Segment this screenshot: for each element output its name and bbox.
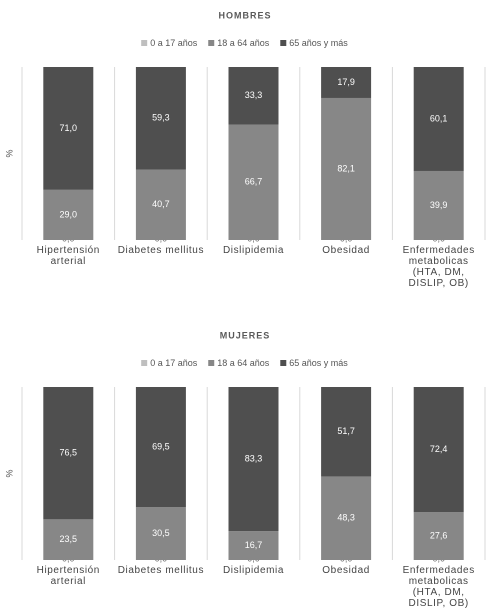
value-label: 33,3 [245,90,263,100]
chart-title: MUJERES [220,330,271,340]
bar-segment [413,387,464,513]
bar-segment [228,531,279,560]
value-label: 27,6 [430,531,448,541]
x-tick-label: Diabetes mellitus [117,245,205,256]
value-label: 29,0 [60,209,78,219]
bar-segment [135,387,186,508]
bar-segment [413,512,464,560]
legend-swatch [280,40,287,46]
x-tick-label: Obesidad [322,565,370,576]
bar-segment [135,67,186,170]
bar-segment [43,67,94,190]
legend-label: 65 años y más [289,358,348,368]
value-label: 51,7 [337,426,355,436]
bar-segment [413,170,464,240]
legend-swatch [208,40,215,46]
bar-segment [43,189,94,240]
legend-label: 0 a 17 años [150,358,198,368]
value-label: 16,7 [245,540,263,550]
value-label: 71,0 [60,123,78,133]
x-tick-label: Obesidad [322,245,370,256]
x-tick-label: Hipertensión arterial [36,565,100,587]
value-label: 59,3 [152,113,170,123]
bar-segment [413,67,464,171]
x-tick-label: Dislipidemia [222,565,285,576]
value-label: 17,9 [337,77,355,87]
legend-swatch [141,360,148,366]
value-label: 39,9 [430,200,448,210]
legend-label: 65 años y más [289,38,348,48]
x-tick-label: Hipertensión arterial [36,245,100,267]
value-label: 60,1 [430,113,448,123]
legend-label: 18 a 64 años [217,38,270,48]
value-label: 23,5 [60,534,78,544]
bar-segment [43,519,94,560]
value-label: 82,1 [337,163,355,173]
bar-segment [321,387,372,477]
bar-segment [135,169,186,240]
legend-swatch [141,40,148,46]
x-tick-label: Enfermedades metabolicas (HTA, DM, DISLI… [402,245,475,289]
y-axis-label: % [4,149,14,157]
legend-label: 18 a 64 años [217,358,270,368]
legend-label: 0 a 17 años [150,38,198,48]
bar-segment [135,507,186,560]
bar-segment [321,97,372,240]
value-label: 40,7 [152,199,170,209]
legend-swatch [208,360,215,366]
x-tick-label: Enfermedades metabolicas (HTA, DM, DISLI… [402,565,475,609]
bar-segment [228,387,279,532]
value-label: 48,3 [337,513,355,523]
chart-title: HOMBRES [218,10,271,20]
value-label: 83,3 [245,453,263,463]
x-tick-label: Diabetes mellitus [117,565,205,576]
y-axis-label: % [4,469,14,477]
legend-swatch [280,360,287,366]
bar-segment [43,387,94,520]
bar-segment [321,476,372,560]
bar-segment [228,67,279,125]
value-label: 72,4 [430,444,448,454]
value-label: 30,5 [152,528,170,538]
x-tick-label: Dislipidemia [222,245,285,256]
bar-segment [321,67,372,98]
bar-segment [228,124,279,240]
value-label: 69,5 [152,441,170,451]
value-label: 76,5 [60,448,78,458]
value-label: 66,7 [245,177,263,187]
